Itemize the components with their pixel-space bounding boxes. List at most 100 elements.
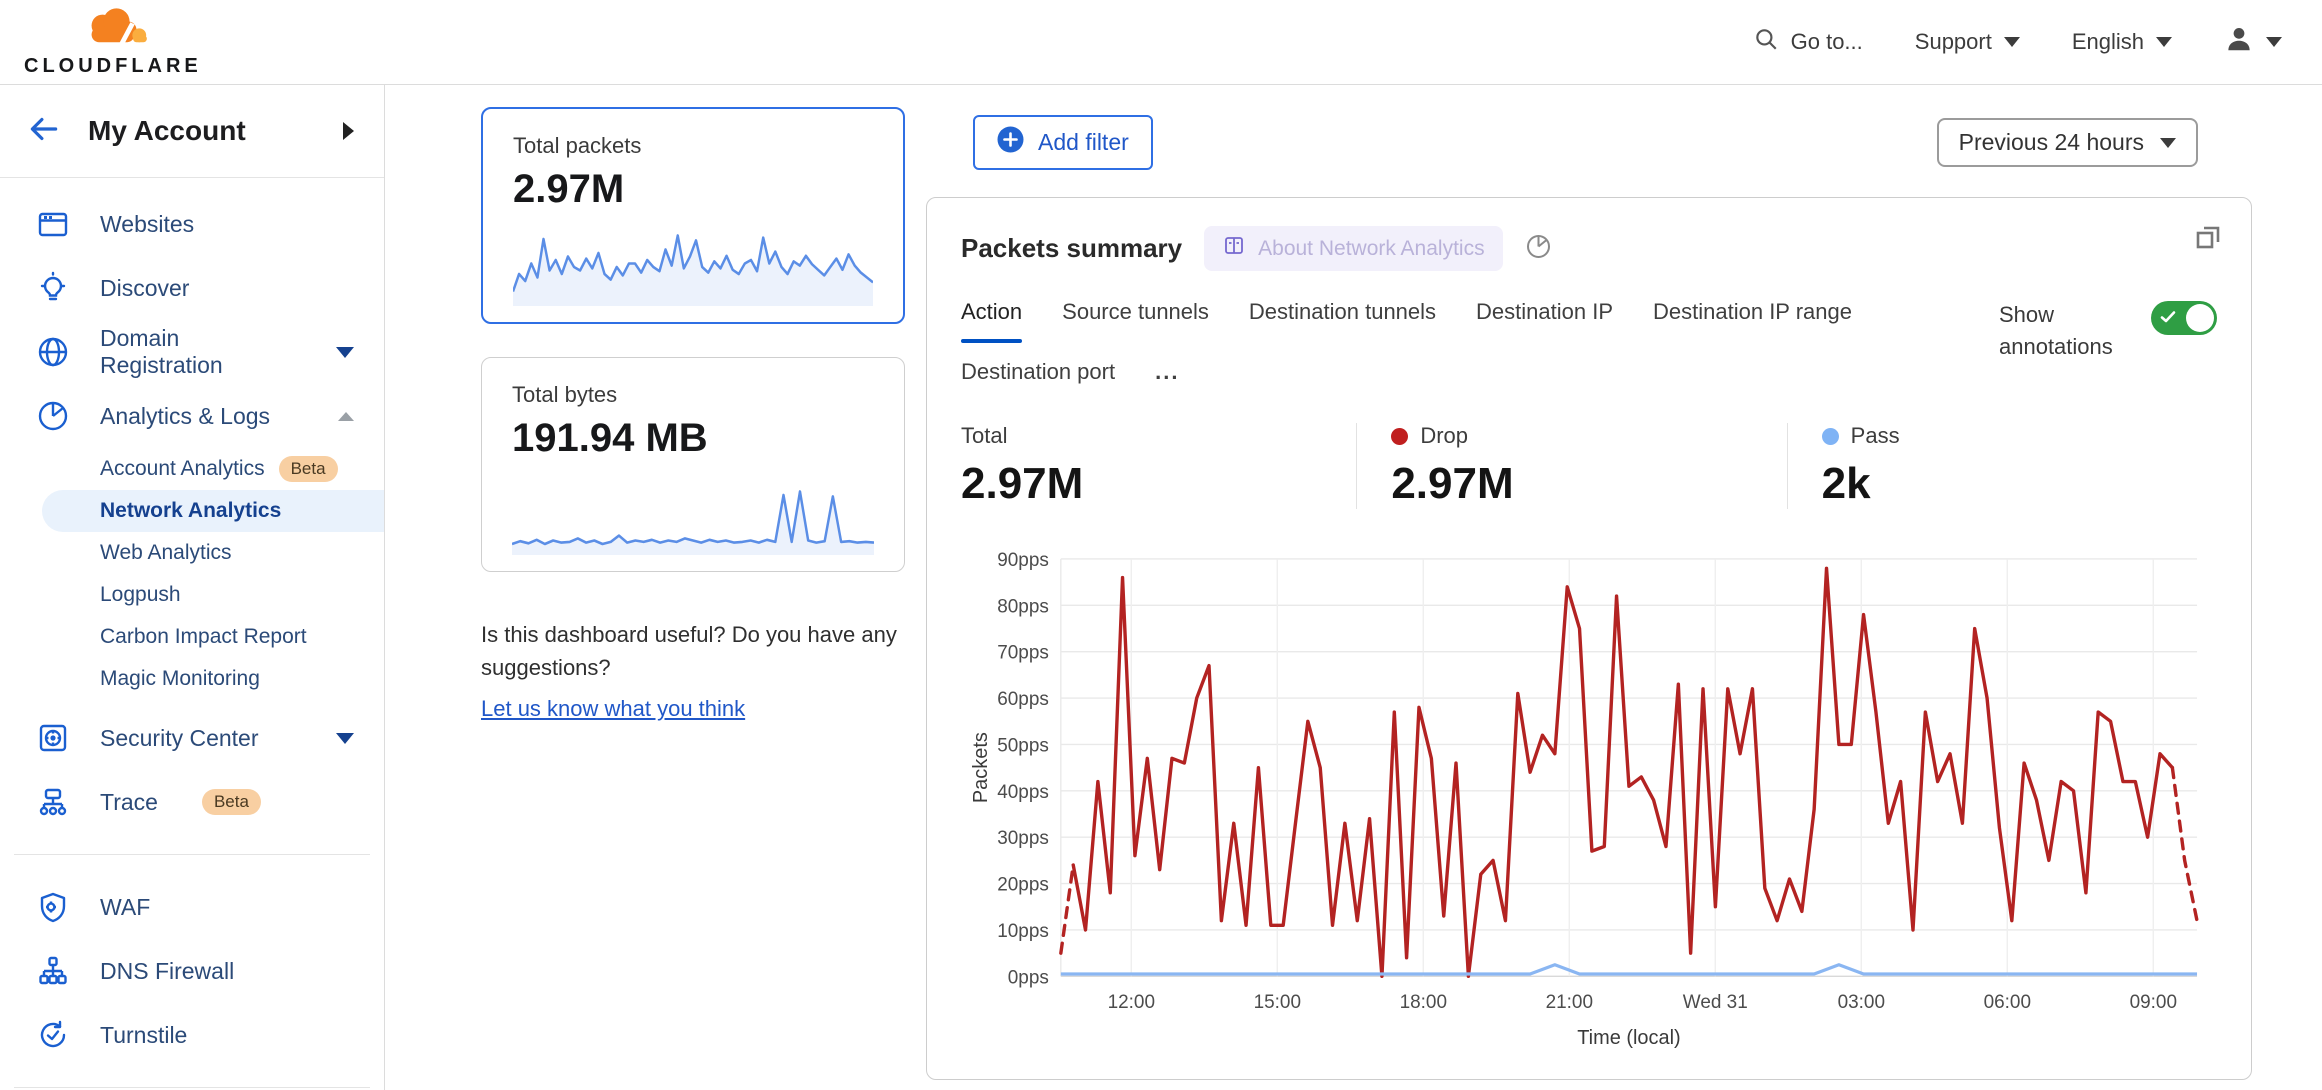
sidebar-item-account-analytics[interactable]: Account Analytics Beta: [0, 448, 384, 490]
packets-time-series-chart[interactable]: 0pps 10pps 20pps 30pps 40pps 50pps 60pps 70pps 8…: [961, 545, 2217, 1059]
sidebar-item-domain-registration[interactable]: Domain Registration: [0, 320, 384, 384]
pie-chart-icon[interactable]: [1525, 233, 1552, 265]
check-icon: [2160, 311, 2176, 323]
sidebar-item-label: Magic Monitoring: [100, 667, 260, 690]
feedback-block: Is this dashboard useful? Do you have an…: [481, 618, 905, 725]
filter-toolbar: Add filter Previous 24 hours: [926, 115, 2252, 170]
book-icon: [1222, 234, 1246, 263]
sidebar-item-logpush[interactable]: Logpush: [0, 574, 384, 616]
sidebar-item-analytics-logs[interactable]: Analytics & Logs: [0, 384, 384, 448]
packets-chart-svg: 0pps 10pps 20pps 30pps 40pps 50pps 60pps 70pps 8…: [970, 550, 2199, 1049]
svg-text:09:00: 09:00: [2130, 992, 2177, 1013]
feedback-question: Is this dashboard useful? Do you have an…: [481, 622, 897, 680]
dimension-tabs: Action Source tunnels Destination tunnel…: [961, 299, 1861, 389]
chevron-down-icon: [2003, 37, 2020, 47]
divider: [14, 854, 370, 855]
analytics-panel-column: Add filter Previous 24 hours Packets sum…: [926, 107, 2252, 1090]
sidebar-item-web-analytics[interactable]: Web Analytics: [0, 532, 384, 574]
account-menu[interactable]: [2224, 24, 2282, 60]
pass-legend-dot: [1821, 427, 1839, 445]
divider: [14, 1087, 370, 1088]
show-annotations-label: Show annotations: [1999, 302, 2113, 359]
svg-text:50pps: 50pps: [997, 735, 1049, 756]
svg-text:Time (local): Time (local): [1577, 1027, 1680, 1049]
tab-source-tunnels[interactable]: Source tunnels: [1062, 299, 1209, 324]
sidebar-item-label: Discover: [100, 274, 190, 301]
sidebar-item-trace[interactable]: Trace Beta: [0, 770, 384, 834]
card-value: 191.94 MB: [512, 416, 708, 460]
chevron-down-icon: [2156, 37, 2172, 47]
svg-text:80pps: 80pps: [997, 596, 1049, 617]
time-range-dropdown[interactable]: Previous 24 hours: [1936, 118, 2198, 167]
sidebar-item-label: Domain Registration: [100, 325, 223, 378]
stats-row: Total 2.97M Drop 2.97M: [961, 423, 2217, 509]
stat-pass: Pass 2k: [1786, 423, 2217, 509]
tab-action[interactable]: Action: [961, 299, 1023, 343]
sidebar-item-label: Security Center: [100, 724, 259, 751]
svg-text:40pps: 40pps: [997, 782, 1049, 803]
language-label: English: [2071, 29, 2144, 54]
header-actions: Go to... Support English: [1753, 24, 2282, 60]
packets-summary-card: Packets summary About Network Analytics: [926, 197, 2252, 1081]
lightbulb-icon: [36, 271, 70, 305]
feedback-link[interactable]: Let us know what you think: [481, 696, 746, 721]
chevron-right-icon[interactable]: [343, 122, 354, 140]
tab-destination-tunnels[interactable]: Destination tunnels: [1248, 299, 1437, 324]
tab-destination-ip-range[interactable]: Destination IP range: [1653, 299, 1852, 324]
sidebar-item-turnstile[interactable]: Turnstile: [0, 1003, 384, 1067]
expand-icon[interactable]: [2193, 222, 2223, 257]
support-menu[interactable]: Support: [1915, 29, 2020, 55]
stat-label: Drop: [1420, 423, 1469, 448]
card-header: Packets summary About Network Analytics: [961, 226, 2220, 271]
sidebar-item-dns-firewall[interactable]: DNS Firewall: [0, 939, 384, 1003]
language-menu[interactable]: English: [2072, 29, 2172, 55]
goto-label: Go to...: [1790, 29, 1863, 54]
card-value: 2.97M: [513, 167, 625, 211]
svg-text:Packets: Packets: [970, 732, 992, 803]
chevron-down-icon: [336, 732, 354, 744]
stat-value: 2k: [1821, 459, 1871, 508]
top-header: CLOUDFLARE Go to... Support English: [0, 0, 2322, 85]
annotations-toggle[interactable]: [2151, 301, 2217, 335]
sidebar-item-network-analytics[interactable]: Network Analytics: [42, 490, 384, 532]
sidebar-item-label: Trace: [100, 788, 158, 815]
stat-label: Total: [961, 423, 1008, 448]
beta-badge: Beta: [201, 789, 261, 815]
sidebar-item-carbon-impact-report[interactable]: Carbon Impact Report: [0, 616, 384, 658]
sidebar-item-websites[interactable]: Websites: [0, 192, 384, 256]
sidebar-item-label: Logpush: [100, 583, 181, 606]
back-arrow-icon[interactable]: [26, 111, 62, 152]
svg-text:06:00: 06:00: [1984, 992, 2031, 1013]
sidebar-item-label: Network Analytics: [100, 499, 282, 522]
tabs-overflow-button[interactable]: ...: [1155, 359, 1180, 384]
sidebar-item-label: WAF: [100, 893, 151, 920]
sidebar-item-waf[interactable]: WAF: [0, 875, 384, 939]
sitemap-icon: [36, 785, 70, 819]
account-title: My Account: [88, 115, 246, 146]
sidebar-item-label: Web Analytics: [100, 541, 232, 564]
sidebar-item-discover[interactable]: Discover: [0, 256, 384, 320]
cloudflare-logo[interactable]: CLOUDFLARE: [24, 6, 202, 78]
tab-destination-port[interactable]: Destination port: [961, 359, 1116, 384]
globe-icon: [36, 335, 70, 369]
user-icon: [2224, 24, 2254, 60]
chevron-down-icon: [2160, 137, 2176, 148]
about-badge-label: About Network Analytics: [1258, 236, 1485, 260]
sidebar-item-security-center[interactable]: Security Center: [0, 706, 384, 770]
about-network-analytics-badge[interactable]: About Network Analytics: [1204, 226, 1503, 271]
sidebar-item-magic-monitoring[interactable]: Magic Monitoring: [0, 658, 384, 700]
stat-label: Pass: [1850, 423, 1900, 448]
chevron-down-icon: [2266, 37, 2282, 47]
add-filter-button[interactable]: Add filter: [973, 115, 1153, 170]
chevron-up-icon: [338, 411, 354, 421]
tab-destination-ip[interactable]: Destination IP: [1476, 299, 1614, 324]
network-tree-icon: [36, 954, 70, 988]
total-bytes-card[interactable]: Total bytes 191.94 MB: [481, 357, 905, 572]
main-content: Total packets 2.97M Total bytes 191.94 M…: [385, 85, 2322, 1090]
total-packets-card[interactable]: Total packets 2.97M: [481, 107, 905, 324]
sidebar-item-label: Turnstile: [100, 1021, 188, 1048]
add-filter-label: Add filter: [1038, 129, 1129, 155]
svg-text:18:00: 18:00: [1400, 992, 1447, 1013]
goto-search[interactable]: Go to...: [1753, 26, 1863, 58]
